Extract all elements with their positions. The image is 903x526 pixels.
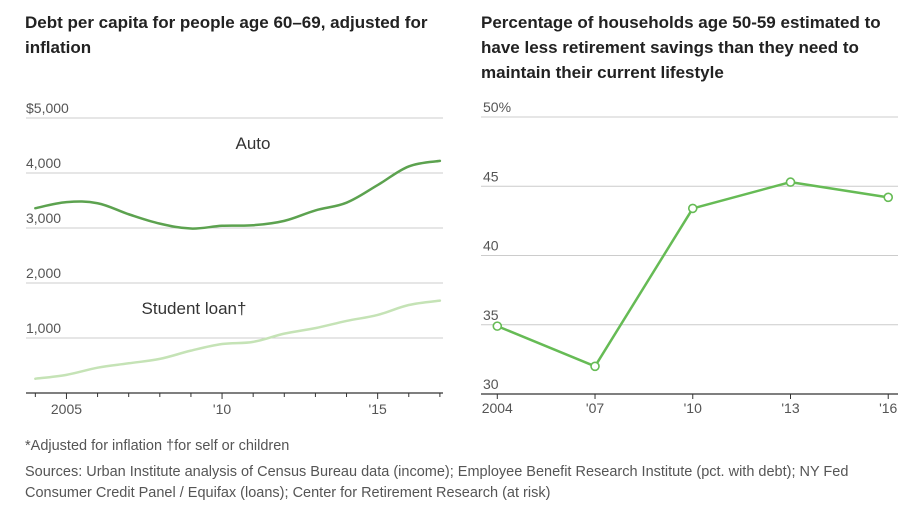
left-chart-title: Debt per capita for people age 60–69, ad… [25, 13, 428, 57]
data-point-marker [590, 361, 600, 372]
x-tick-label: '15 [369, 401, 387, 417]
footnote: *Adjusted for inflation †for self or chi… [25, 438, 290, 454]
x-tick-label: '16 [879, 400, 897, 416]
x-tick-label: 2005 [51, 401, 82, 417]
series-line-auto [34, 159, 442, 230]
right-chart-title: Percentage of households age 50-59 estim… [481, 13, 881, 82]
x-tick-label: '07 [586, 400, 604, 416]
y-tick-label: 4,000 [26, 155, 61, 171]
series-label: Student loan† [142, 299, 247, 318]
y-tick-label: 3,000 [26, 210, 61, 226]
y-tick-label: 45 [483, 168, 499, 184]
data-point-marker [687, 203, 698, 214]
data-point-marker [883, 192, 894, 203]
y-tick-label: 2,000 [26, 265, 61, 281]
x-tick-label: 2004 [482, 400, 513, 416]
y-tick-label: 40 [483, 238, 499, 254]
data-point-marker [492, 321, 503, 331]
y-tick-label: 35 [483, 307, 499, 323]
x-tick-label: '10 [213, 401, 231, 417]
x-tick-label: '13 [781, 400, 799, 416]
series-line-student-loan [34, 299, 442, 380]
y-tick-label: 50% [483, 99, 511, 115]
y-tick-label: 30 [483, 376, 499, 392]
series-label: Auto [236, 134, 271, 153]
x-tick-label: '10 [684, 400, 702, 416]
sources-note: Sources: Urban Institute analysis of Cen… [25, 464, 849, 501]
y-tick-label: 1,000 [26, 320, 61, 336]
data-point-marker [785, 177, 796, 187]
y-tick-label: $5,000 [26, 100, 69, 116]
